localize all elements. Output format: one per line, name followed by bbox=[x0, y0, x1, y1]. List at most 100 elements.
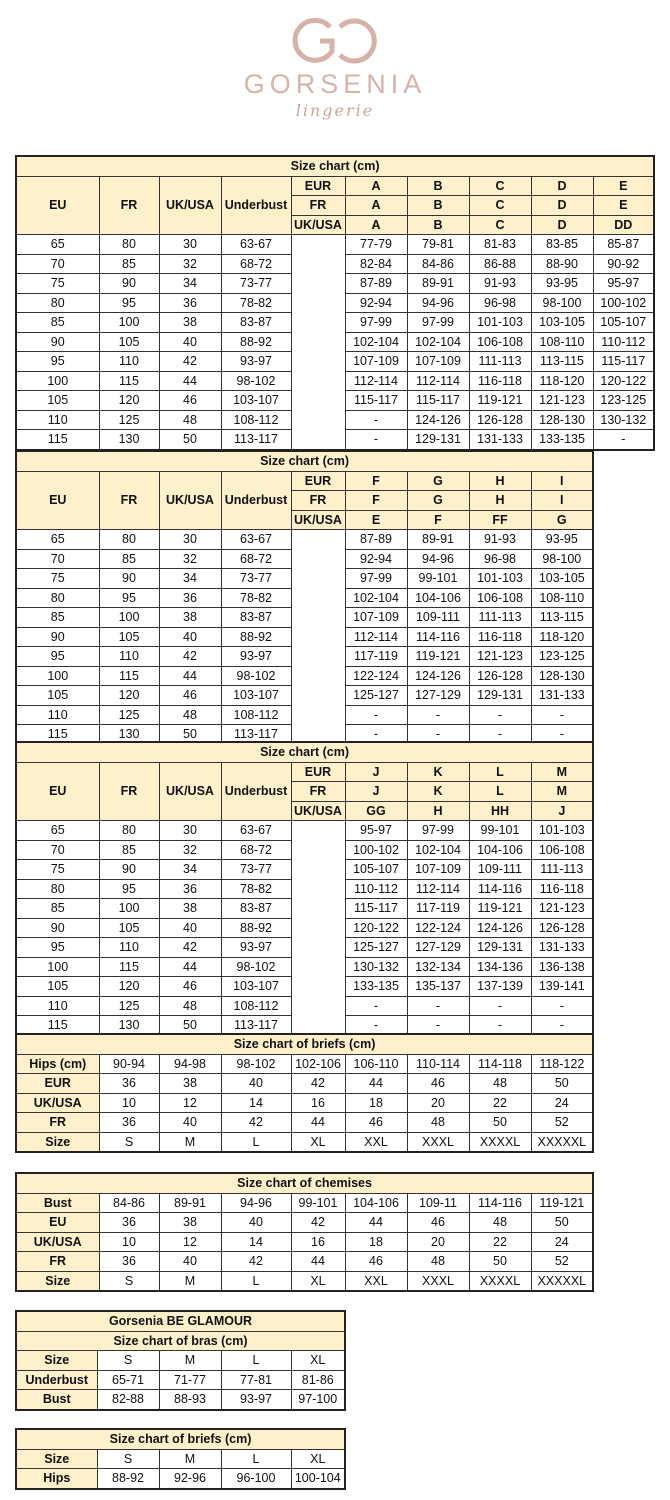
bust-range-cell: 115-117 bbox=[406, 390, 470, 411]
bust-range-cell: 91-93 bbox=[468, 529, 532, 550]
bust-range-cell: 93-95 bbox=[530, 273, 594, 294]
value-cell: S bbox=[96, 1448, 160, 1469]
cell-eu: 90 bbox=[15, 917, 100, 938]
value-cell: 50 bbox=[468, 1112, 532, 1133]
value-cell: 48 bbox=[468, 1073, 532, 1094]
bust-range-cell: 83-85 bbox=[530, 234, 594, 255]
bust-range-cell: 104-106 bbox=[468, 839, 532, 860]
cell-fr: 110 bbox=[98, 646, 160, 667]
cell-ukusa: 40 bbox=[158, 917, 222, 938]
bust-range-cell: 119-121 bbox=[406, 646, 470, 667]
table-row: 110 125 48 108-112- - - - bbox=[15, 704, 594, 725]
cell-ukusa: 42 bbox=[158, 646, 222, 667]
bust-range-cell: 107-109 bbox=[344, 351, 408, 372]
value-cell: 50 bbox=[530, 1073, 594, 1094]
table-row: 65 80 30 63-67 87-89 89-91 91-93 93-95 bbox=[15, 529, 594, 745]
table-row: Hips 88-92 92-96 96-100 100-104 bbox=[15, 1468, 346, 1489]
table-row: 85 100 38 83-87 115-117 117-119 119-121 121-123 bbox=[15, 898, 594, 919]
bust-range-cell: 126-128 bbox=[530, 917, 594, 938]
bust-range-cell: 102-104 bbox=[406, 839, 470, 860]
bust-range-cell: 112-114 bbox=[406, 878, 470, 899]
table-title: Size chart of briefs (cm) bbox=[15, 1428, 346, 1450]
cell-fr: 105 bbox=[98, 331, 160, 352]
cell-eu: 85 bbox=[15, 312, 100, 333]
table-row: EU 36 38 40 42 44 46 48 50 bbox=[15, 1212, 594, 1233]
bust-range-cell: 91-93 bbox=[468, 273, 532, 294]
blank-spacer-cell bbox=[290, 234, 346, 450]
bra-size-table: Size chart (cm) EU FR UK/USA Underbust EUR A B C… bbox=[15, 155, 656, 451]
bust-range-cell: 104-106 bbox=[406, 587, 470, 608]
cell-fr: 125 bbox=[98, 995, 160, 1016]
cup-header: J bbox=[344, 761, 408, 782]
table-row: EUR 36 38 40 42 44 46 48 50 bbox=[15, 1073, 594, 1094]
bust-range-cell: 115-117 bbox=[344, 898, 408, 919]
bust-range-cell: 101-103 bbox=[468, 312, 532, 333]
cell-eu: 70 bbox=[15, 839, 100, 860]
go-monogram-icon bbox=[292, 17, 377, 64]
cup-header: I bbox=[530, 490, 594, 511]
bust-range-cell: 110-112 bbox=[344, 878, 408, 899]
table-row: 105 120 46 103-107 133-135 135-137 137-139 139-… bbox=[15, 976, 594, 997]
value-cell: 94-96 bbox=[220, 1192, 292, 1213]
cell-underbust: 88-92 bbox=[220, 331, 292, 352]
row-label: Size bbox=[15, 1448, 98, 1469]
value-cell: 42 bbox=[220, 1112, 292, 1133]
cell-underbust: 73-77 bbox=[220, 273, 292, 294]
bust-range-cell: - bbox=[344, 409, 408, 430]
cup-header: E bbox=[592, 175, 655, 196]
gorsenia-logo: GORSENIA lingerie bbox=[0, 15, 670, 140]
cell-fr: 85 bbox=[98, 253, 160, 274]
cell-underbust: 83-87 bbox=[220, 898, 292, 919]
value-cell: 114-116 bbox=[468, 1192, 532, 1213]
row-label: FR bbox=[15, 1112, 100, 1133]
cell-underbust: 93-97 bbox=[220, 937, 292, 958]
bust-range-cell: 94-96 bbox=[406, 292, 470, 313]
row-label: Underbust bbox=[15, 1369, 98, 1390]
cell-underbust: 73-77 bbox=[220, 568, 292, 589]
cell-ukusa: 30 bbox=[158, 529, 222, 550]
bust-range-cell: 130-132 bbox=[592, 409, 655, 430]
cell-eu: 100 bbox=[15, 956, 100, 977]
value-cell: 22 bbox=[468, 1092, 532, 1113]
bust-range-cell: - bbox=[406, 704, 470, 725]
value-cell: 18 bbox=[344, 1231, 408, 1252]
bust-range-cell: 97-99 bbox=[406, 820, 470, 841]
bust-range-cell: 122-124 bbox=[406, 917, 470, 938]
row-label: Hips (cm) bbox=[15, 1053, 100, 1074]
cup-header: K bbox=[406, 761, 470, 782]
cup-row-label: UK/USA bbox=[290, 800, 346, 821]
bust-range-cell: 122-124 bbox=[344, 665, 408, 686]
value-cell: XXXXXL bbox=[530, 1131, 594, 1153]
cell-ukusa: 34 bbox=[158, 859, 222, 880]
row-label: UK/USA bbox=[15, 1092, 100, 1113]
cup-header: FF bbox=[468, 509, 532, 530]
cup-header: B bbox=[406, 175, 470, 196]
value-cell: 16 bbox=[290, 1092, 346, 1113]
value-cell: 44 bbox=[290, 1251, 346, 1272]
cell-eu: 110 bbox=[15, 409, 100, 430]
bust-range-cell: - bbox=[406, 995, 470, 1016]
cell-underbust: 93-97 bbox=[220, 646, 292, 667]
bust-range-cell: 117-119 bbox=[406, 898, 470, 919]
value-cell: S bbox=[98, 1131, 160, 1153]
bust-range-cell: 105-107 bbox=[592, 312, 655, 333]
cup-row-label: FR bbox=[290, 490, 346, 511]
column-header-underbust: Underbust bbox=[220, 175, 292, 235]
value-cell: 81-86 bbox=[290, 1369, 346, 1390]
cell-underbust: 88-92 bbox=[220, 917, 292, 938]
table-row: 90 105 40 88-92 120-122 122-124 124-126 126-128 bbox=[15, 917, 594, 938]
cell-eu: 115 bbox=[15, 429, 100, 450]
table-row: UK/USA 10 12 14 16 18 20 22 24 bbox=[15, 1092, 594, 1113]
cell-underbust: 98-102 bbox=[220, 370, 292, 391]
column-header-underbust: Underbust bbox=[220, 761, 292, 821]
value-cell: XL bbox=[290, 1448, 346, 1469]
bust-range-cell: 95-97 bbox=[344, 820, 408, 841]
cell-fr: 100 bbox=[98, 312, 160, 333]
column-header-fr: FR bbox=[98, 175, 160, 235]
bust-range-cell: 102-104 bbox=[344, 587, 408, 608]
cell-underbust: 63-67 bbox=[220, 820, 292, 841]
value-cell: M bbox=[158, 1131, 222, 1153]
cup-header: D bbox=[530, 214, 594, 235]
table-row: Size S M L XL bbox=[15, 1350, 346, 1371]
bust-range-cell: 123-125 bbox=[530, 646, 594, 667]
